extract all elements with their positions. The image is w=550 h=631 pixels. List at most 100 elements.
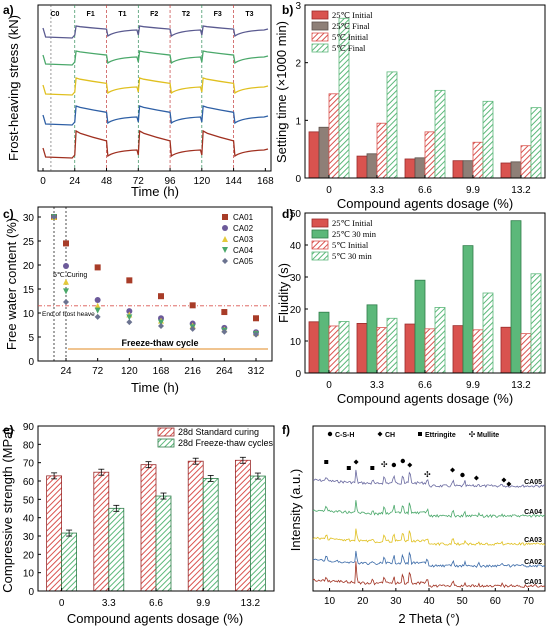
d-bar <box>434 306 446 374</box>
e-bar <box>46 475 62 592</box>
xrd-series-label: CA01 <box>524 579 542 586</box>
d-bar <box>472 329 484 374</box>
b-bar <box>482 100 494 179</box>
f-legend-label: CH <box>385 432 395 439</box>
c-y-tick-label: 0 <box>28 357 34 368</box>
panel-e-y-label: Compressive strength (MPa) <box>0 427 15 592</box>
legend-ettringite-icon <box>418 432 422 436</box>
a-x-tick-label: 168 <box>257 176 274 187</box>
c-y-tick-label: 10 <box>23 309 35 320</box>
c-x-tick-label: 24 <box>60 366 72 377</box>
xrd-series-label: CA02 <box>524 559 542 566</box>
panel-a: a) C0 F1 T1 F2 T2 F3 T3 0 24 48 72 96 120 144 168 Tim… <box>3 3 274 199</box>
panel-d-y-ticks: 0 10 20 30 40 50 <box>290 209 308 380</box>
b-bar <box>510 161 522 179</box>
c-y-tick-label: 25 <box>23 237 35 248</box>
c-x-tick-label: 264 <box>216 366 233 377</box>
panel-c-y-label: Free water content (%) <box>4 218 19 350</box>
b-y-tick-label: 0 <box>295 174 301 185</box>
b-bar <box>356 155 368 179</box>
e-x-tick-label: 6.6 <box>149 598 163 609</box>
c-legend-label: CA03 <box>233 235 254 244</box>
panel-e-x-ticks: 0 3.3 6.6 9.9 13.2 <box>59 588 261 609</box>
xrd-pattern <box>312 469 546 488</box>
ettringite-marker <box>324 460 329 464</box>
f-legend-label: Ettringite <box>425 432 456 439</box>
b-legend-label: 25℃ Final <box>332 21 370 31</box>
scatter-point <box>94 264 101 271</box>
panel-c-frame <box>37 206 273 362</box>
panel-f-series-lines: CA05 CA04 CA03 CA02 CA01 <box>312 469 546 589</box>
e-bar <box>61 532 77 592</box>
scatter-point <box>94 297 101 304</box>
xrd-pattern <box>312 550 546 568</box>
e-y-tick-label: 80 <box>23 440 35 451</box>
xrd-pattern <box>312 561 546 589</box>
panel-b-x-label: Compound agents dosage (%) <box>337 196 513 211</box>
e-bar <box>234 459 251 592</box>
e-bar <box>140 464 157 592</box>
stress-curve <box>42 129 269 159</box>
scatter-point <box>63 240 69 247</box>
stress-curve <box>42 50 269 66</box>
panel-a-y-label: Frost-heaving stress (kN) <box>6 15 21 161</box>
panel-f-y-label: Intensity (a.u.) <box>288 469 303 551</box>
scatter-point <box>126 319 133 326</box>
frost-annotation: End of frost heave <box>42 311 95 318</box>
c-legend-marker <box>222 258 228 264</box>
b-legend-swatch <box>311 21 329 31</box>
e-y-tick-label: 50 <box>23 495 35 506</box>
b-x-tick-label: 0 <box>326 185 332 196</box>
d-bar <box>424 328 436 374</box>
d-bar <box>520 333 532 374</box>
d-bar <box>338 321 350 374</box>
d-legend-label: 25℃ 30 min <box>332 229 377 239</box>
mullite-marker: ✣ <box>424 470 431 479</box>
b-bar <box>366 153 378 179</box>
c-y-tick-label: 30 <box>23 213 35 224</box>
b-bar <box>376 122 388 179</box>
c-legend-marker <box>222 247 228 253</box>
c-y-tick-label: 5 <box>28 333 34 344</box>
d-x-tick-label: 9.9 <box>466 380 480 391</box>
b-legend-label: 5℃ Final <box>332 43 366 53</box>
b-y-tick-label: 2 <box>295 59 301 70</box>
scatter-point <box>221 328 228 335</box>
scatter-point <box>51 214 57 220</box>
d-bar <box>318 311 330 374</box>
panel-a-label: a) <box>3 3 14 17</box>
e-y-tick-label: 0 <box>28 587 34 598</box>
legend-mullite-icon: ✣ <box>469 430 476 439</box>
scatter-point <box>63 298 69 305</box>
scatter-point <box>189 302 196 309</box>
c-x-tick-label: 72 <box>92 366 104 377</box>
d-x-tick-label: 3.3 <box>370 380 384 391</box>
d-x-tick-label: 13.2 <box>511 380 531 391</box>
f-x-tick-label: 70 <box>523 596 535 607</box>
b-bar <box>530 107 542 179</box>
d-y-tick-label: 10 <box>290 337 302 348</box>
phase-label: C0 <box>50 11 59 18</box>
panel-d-label: d) <box>282 207 293 221</box>
xrd-series-label: CA03 <box>524 537 542 544</box>
panel-f-x-label: 2 Theta (°) <box>398 611 459 626</box>
panel-c-x-label: Time (h) <box>131 380 179 395</box>
panel-b-bars <box>308 17 542 179</box>
panel-b-y-label: Setting time (×1000 min) <box>274 21 289 163</box>
c-legend-marker <box>222 214 228 220</box>
e-x-tick-label: 0 <box>59 598 65 609</box>
b-bar <box>424 131 436 179</box>
panel-f-label: f) <box>282 423 290 437</box>
f-x-tick-label: 20 <box>357 596 369 607</box>
xrd-series-label: CA05 <box>524 479 542 486</box>
mullite-marker: ✣ <box>381 460 388 469</box>
c-x-tick-label: 216 <box>184 366 201 377</box>
phase-label: F3 <box>214 11 222 18</box>
panel-f-peak-markers: ✣✣ <box>324 458 512 487</box>
f-legend-label: C-S-H <box>335 432 354 439</box>
d-y-tick-label: 40 <box>290 241 302 252</box>
e-legend-swatch <box>157 427 175 437</box>
